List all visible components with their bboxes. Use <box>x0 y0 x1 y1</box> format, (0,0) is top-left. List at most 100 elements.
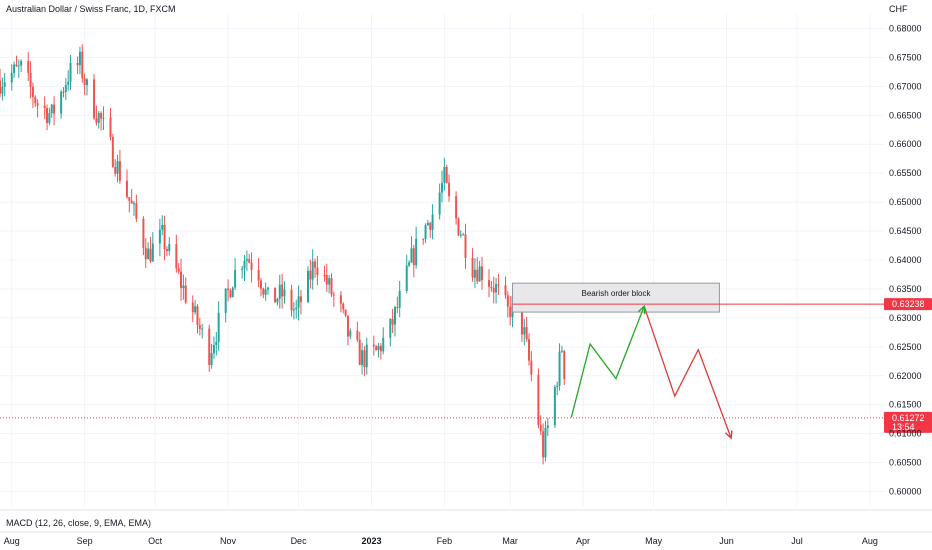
time-tick-label: Jul <box>791 536 803 546</box>
candle-body <box>323 274 326 276</box>
price-tick-label: 0.66500 <box>889 110 922 120</box>
candle-body <box>546 425 549 429</box>
projection-down-path <box>643 306 732 439</box>
candle-body <box>556 385 559 387</box>
candle-body <box>330 278 333 295</box>
candle-body <box>210 353 213 365</box>
candle-body <box>520 291 523 335</box>
candle-body <box>558 351 561 386</box>
candle-body <box>438 192 441 215</box>
candle-body <box>455 196 458 219</box>
candle-body <box>48 113 51 123</box>
candle-body <box>133 203 136 205</box>
candle-body <box>344 309 347 316</box>
candle-body <box>53 104 56 114</box>
candle-body <box>241 268 244 270</box>
candle-body <box>325 275 328 285</box>
last-price-label: 0.61272 <box>892 413 925 423</box>
candle-body <box>267 287 270 290</box>
candle-body <box>177 268 180 272</box>
candle-body <box>530 360 533 375</box>
candles <box>0 44 566 465</box>
candle-body <box>83 78 86 85</box>
candle-body <box>314 261 317 268</box>
candle-body <box>478 266 481 282</box>
candle-body <box>316 267 319 275</box>
price-tick-label: 0.61500 <box>889 400 922 410</box>
level-price-tag <box>884 298 932 311</box>
candle-body <box>62 91 65 93</box>
candle-body <box>46 108 49 123</box>
candle-body <box>495 284 498 293</box>
candle-body <box>311 261 314 280</box>
candle-body <box>165 249 168 252</box>
candle-body <box>358 339 361 365</box>
candle-body <box>151 243 154 262</box>
candle-body <box>76 63 79 66</box>
candle-body <box>208 328 211 365</box>
candle-body <box>180 271 183 289</box>
candle-body <box>69 63 72 82</box>
candle-body <box>309 270 312 280</box>
candle-body <box>462 234 465 236</box>
candle-body <box>227 288 230 291</box>
candle-body <box>231 287 234 298</box>
candle-body <box>525 327 528 340</box>
candle-body <box>13 64 16 74</box>
price-tick-label: 0.64500 <box>889 226 922 236</box>
candle-body <box>114 166 117 174</box>
candle-body <box>278 284 281 299</box>
macd-indicator-label[interactable]: MACD (12, 26, close, 9, EMA, EMA) <box>6 518 152 528</box>
price-tick-label: 0.63500 <box>889 284 922 294</box>
candle-body <box>391 318 394 325</box>
candle-body <box>389 318 392 338</box>
candle-body <box>147 248 150 260</box>
axes: 0.68000 0.67500 0.67000 0.66500 0.66000 0.655… <box>0 23 932 546</box>
price-tick-label: 0.66000 <box>889 139 922 149</box>
candle-body <box>274 287 277 303</box>
candle-body <box>234 269 237 288</box>
candle-body <box>527 339 530 361</box>
candle-body <box>306 270 309 303</box>
price-tick-label: 0.62500 <box>889 342 922 352</box>
candle-body <box>144 247 147 260</box>
candle-body <box>488 280 491 287</box>
candle-body <box>95 118 98 123</box>
price-tick-label: 0.67500 <box>889 52 922 62</box>
candle-body <box>476 269 479 282</box>
candle-body <box>393 307 396 325</box>
candle-body <box>248 259 251 263</box>
candle-body <box>67 81 70 85</box>
candle-body <box>283 289 286 297</box>
candle-body <box>130 200 133 204</box>
candle-body <box>553 386 556 426</box>
candle-body <box>85 79 88 85</box>
candle-body <box>537 374 540 426</box>
candle-body <box>295 307 298 310</box>
price-tick-label: 0.67000 <box>889 81 922 91</box>
candle-body <box>415 238 418 266</box>
price-tick-label: 0.63000 <box>889 313 922 323</box>
candle-body <box>464 234 467 258</box>
candle-body <box>276 298 279 303</box>
price-tick-label: 0.61000 <box>889 429 922 439</box>
candle-body <box>342 303 345 310</box>
candle-body <box>426 222 429 226</box>
candle-body <box>50 104 53 114</box>
candle-body <box>365 344 368 368</box>
candle-body <box>471 257 474 278</box>
candle-body <box>424 225 427 239</box>
time-tick-label: Dec <box>291 536 308 546</box>
candle-body <box>299 296 302 303</box>
candle-body <box>473 269 476 278</box>
candle-body <box>29 72 32 87</box>
candle-body <box>78 51 81 66</box>
candle-body <box>492 287 495 293</box>
candle-body <box>0 80 1 94</box>
time-tick-label: Aug <box>4 536 20 546</box>
candle-body <box>111 136 114 167</box>
candle-body <box>250 262 253 270</box>
